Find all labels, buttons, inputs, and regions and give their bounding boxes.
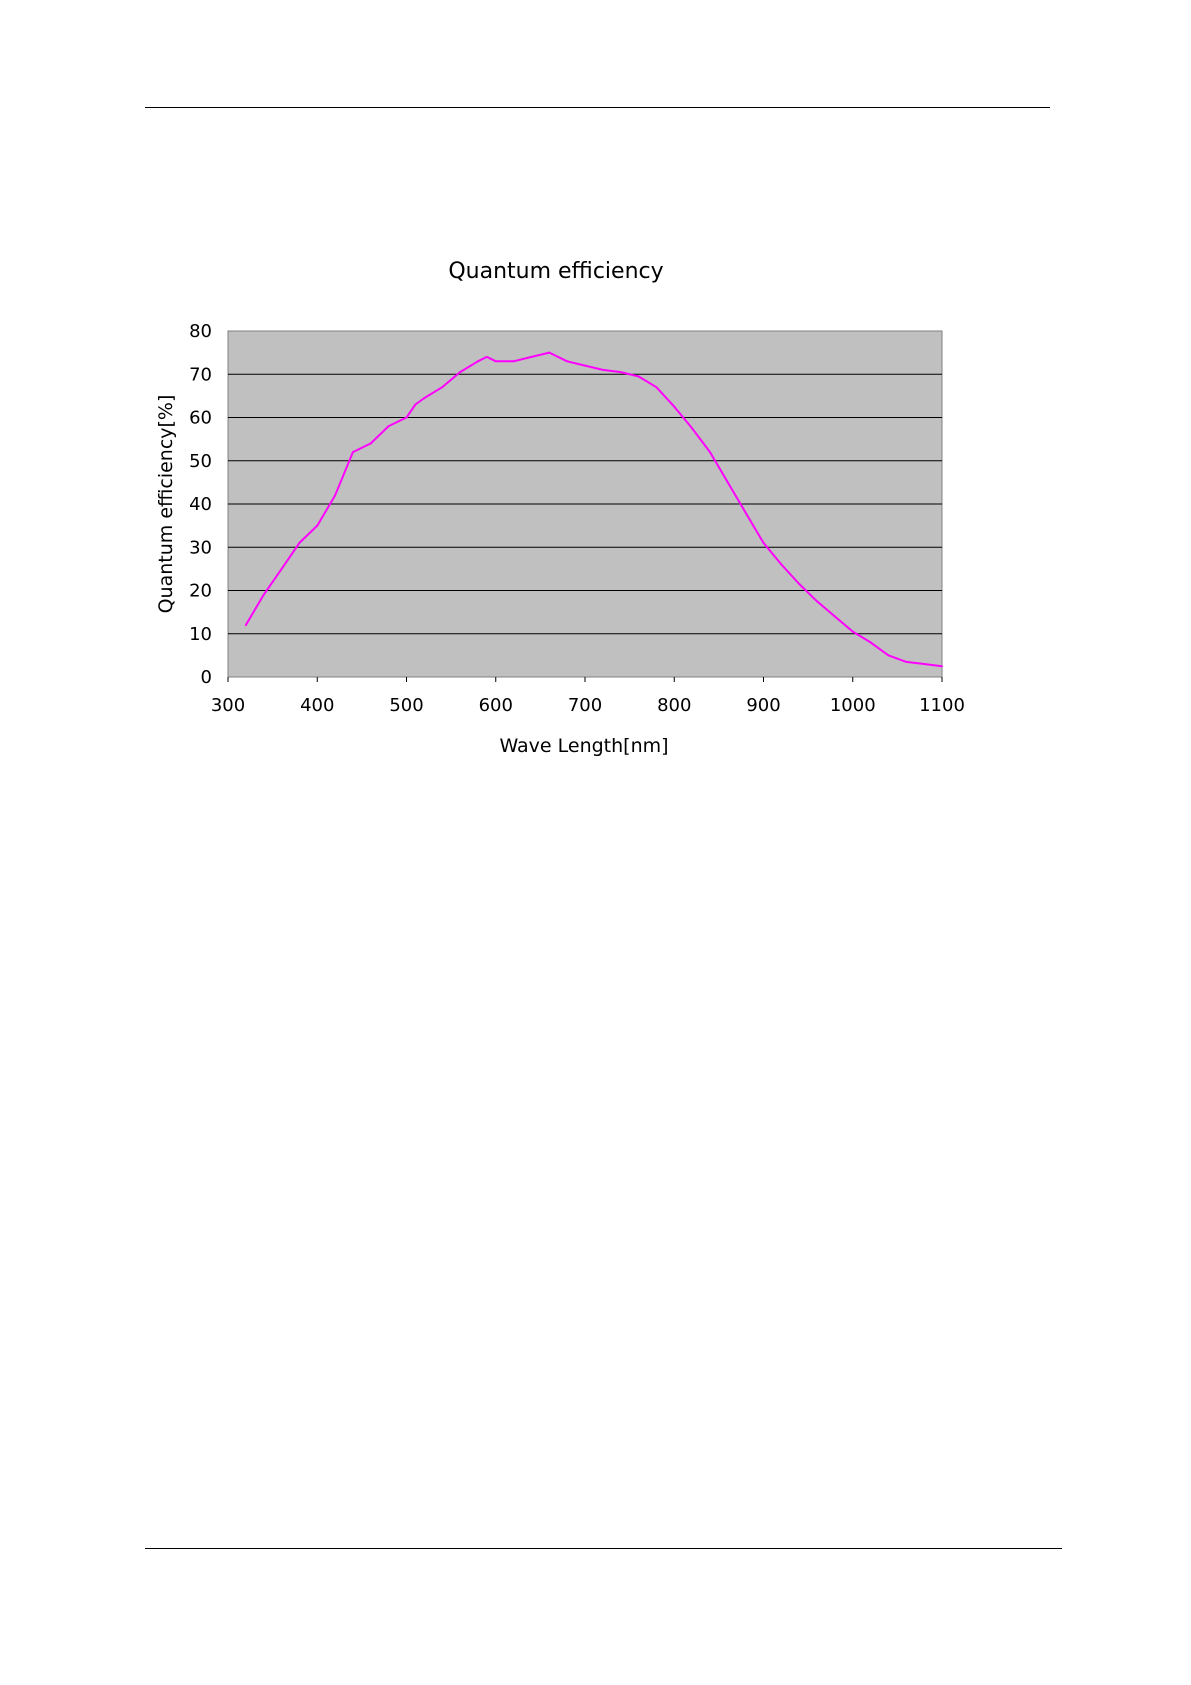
data-point <box>351 451 354 454</box>
data-point <box>905 660 908 663</box>
data-point <box>601 368 604 371</box>
data-point <box>851 630 854 633</box>
y-tick-label: 70 <box>189 364 212 385</box>
footer-rule <box>145 1548 1062 1549</box>
data-point <box>708 451 711 454</box>
y-tick-labels: 0 10 20 30 40 50 60 70 80 <box>189 321 212 688</box>
data-point <box>414 403 417 406</box>
data-point <box>334 494 337 497</box>
data-point <box>566 360 569 363</box>
x-tick-label: 800 <box>657 695 691 716</box>
y-tick-label: 20 <box>189 581 212 602</box>
data-point <box>387 425 390 428</box>
x-tick-label: 300 <box>211 695 245 716</box>
chart-title: Quantum efficiency <box>448 259 663 284</box>
data-point <box>869 641 872 644</box>
data-point <box>833 615 836 618</box>
x-tick-label: 1100 <box>919 695 965 716</box>
data-point <box>262 593 265 596</box>
data-point <box>530 355 533 358</box>
x-tick-label: 1000 <box>830 695 876 716</box>
data-point <box>459 371 462 374</box>
data-point <box>780 563 783 566</box>
x-tick-label: 500 <box>389 695 423 716</box>
data-point <box>726 481 729 484</box>
y-tick-label: 40 <box>189 494 212 515</box>
data-point <box>244 624 247 627</box>
data-point <box>405 416 408 419</box>
x-tick-labels: 300 400 500 600 700 800 900 1000 1100 <box>211 677 965 716</box>
x-tick-label: 400 <box>300 695 334 716</box>
y-tick-label: 80 <box>189 321 212 342</box>
y-tick-label: 30 <box>189 537 212 558</box>
data-point <box>673 405 676 408</box>
x-tick-label: 900 <box>746 695 780 716</box>
data-point <box>584 364 586 367</box>
data-point <box>655 386 658 389</box>
data-point <box>441 386 444 389</box>
y-tick-label: 50 <box>189 451 212 472</box>
x-tick-label: 600 <box>479 695 513 716</box>
data-point <box>744 511 747 514</box>
data-point <box>316 524 319 527</box>
x-tick-label: 700 <box>568 695 602 716</box>
data-point <box>423 397 426 400</box>
data-point <box>369 442 372 445</box>
data-point <box>280 567 283 570</box>
data-point <box>762 541 765 544</box>
data-point <box>548 351 551 354</box>
data-point <box>637 375 640 378</box>
y-tick-label: 60 <box>189 408 212 429</box>
data-point <box>816 600 819 603</box>
data-point <box>798 583 801 586</box>
data-point <box>941 665 943 668</box>
y-tick-label: 10 <box>189 624 212 645</box>
data-point <box>476 360 479 363</box>
data-point <box>887 654 890 657</box>
y-axis-label: Quantum efficiency[%] <box>155 395 177 614</box>
series-line-0 <box>244 351 943 668</box>
data-point <box>485 355 488 358</box>
data-point <box>691 427 694 430</box>
data-point <box>619 371 622 374</box>
series-layer <box>244 351 943 668</box>
data-point <box>298 541 301 544</box>
gridlines <box>228 373 942 635</box>
header-rule <box>145 107 1050 108</box>
data-point <box>494 360 497 363</box>
y-tick-label: 0 <box>201 667 212 688</box>
data-point <box>512 360 515 363</box>
x-axis-label: Wave Length[nm] <box>499 735 668 757</box>
data-point <box>923 663 926 666</box>
